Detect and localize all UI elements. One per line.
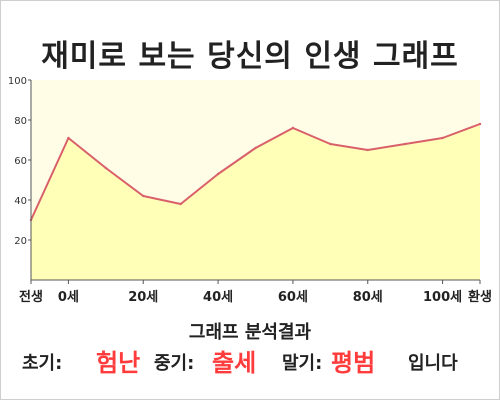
x-tick-label: 100세 bbox=[423, 290, 462, 305]
data-point bbox=[329, 142, 332, 146]
x-tick-label: 80세 bbox=[353, 290, 383, 305]
analysis-summary: 초기: 험난 중기: 출세 말기: 평범 입니다 bbox=[0, 348, 500, 380]
middle-value: 출세 bbox=[212, 349, 257, 377]
data-point bbox=[441, 136, 444, 140]
area-fill bbox=[31, 124, 480, 280]
y-tick-label: 60 bbox=[14, 156, 27, 167]
data-point bbox=[216, 172, 220, 176]
area-layer bbox=[29, 122, 482, 280]
x-tick-label: 20세 bbox=[128, 290, 158, 305]
x-tick-label: 0세 bbox=[58, 290, 79, 305]
early-value: 험난 bbox=[96, 349, 141, 377]
data-point bbox=[142, 194, 145, 198]
chart-title: 재미로 보는 당신의 인생 그래프 bbox=[41, 39, 459, 74]
x-tick-label: 60세 bbox=[278, 290, 308, 305]
data-point bbox=[104, 166, 108, 170]
data-point bbox=[67, 136, 70, 140]
data-point bbox=[403, 142, 407, 146]
x-tick-label: 40세 bbox=[203, 290, 233, 305]
data-point bbox=[254, 146, 257, 150]
label-layer: 20 40 60 80 100 전생 0세 20세 40세 60세 80세 100세 환생 bbox=[8, 76, 492, 305]
late-value: 평범 bbox=[331, 349, 376, 377]
late-label: 말기: bbox=[282, 353, 323, 374]
x-tick-label: 전생 bbox=[19, 289, 43, 305]
data-point bbox=[366, 148, 369, 152]
y-tick-label: 40 bbox=[14, 196, 27, 207]
y-tick-label: 100 bbox=[8, 76, 27, 87]
ending-text: 입니다 bbox=[408, 353, 458, 374]
middle-label: 중기: bbox=[154, 353, 195, 374]
y-tick-label: 80 bbox=[14, 116, 27, 127]
analysis-title: 그래프 분석결과 bbox=[188, 322, 312, 343]
data-point bbox=[478, 122, 482, 126]
data-point bbox=[179, 202, 182, 206]
early-label: 초기: bbox=[22, 353, 63, 374]
axis-layer bbox=[28, 79, 481, 284]
x-tick-label: 환생 bbox=[468, 289, 492, 305]
data-point bbox=[291, 126, 295, 130]
y-tick-label: 20 bbox=[14, 236, 27, 247]
